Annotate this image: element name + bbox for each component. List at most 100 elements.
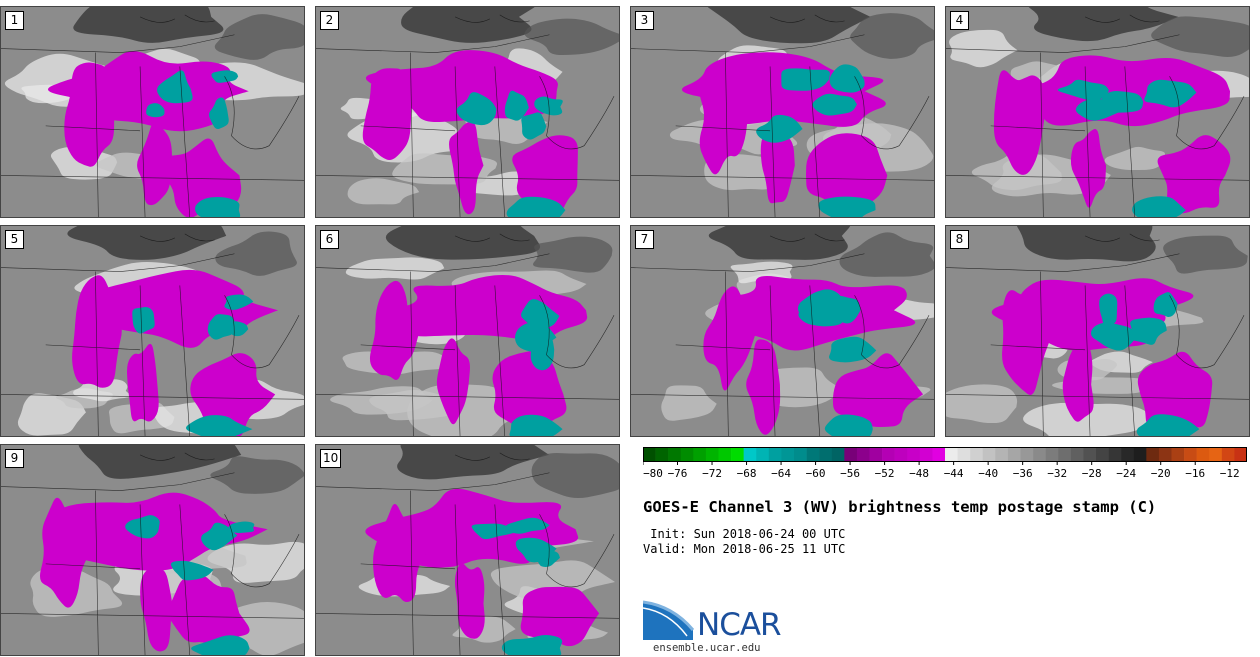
colorbar-tick-label: −44: [944, 467, 964, 480]
great-lakes-coastline: [539, 514, 615, 588]
figure-title: GOES-E Channel 3 (WV) brightness temp po…: [643, 498, 1157, 516]
colorbar-bin: [756, 447, 770, 461]
dry-air-region: [78, 445, 242, 479]
colorbar-bin: [1033, 447, 1046, 461]
panel-number: 7: [635, 230, 654, 249]
colorbar-tick-label: −56: [840, 467, 860, 480]
dry-air-region: [73, 7, 224, 43]
cold-cloud-tops: [534, 96, 563, 116]
colorbar-border: [643, 447, 1247, 462]
convective-cloud-band: [520, 586, 600, 647]
dry-air-region: [524, 18, 619, 56]
dry-air-region: [214, 14, 304, 60]
colorbar-bin: [1083, 447, 1097, 461]
colorbar-bin: [1146, 447, 1160, 461]
convective-cloud-band: [1157, 135, 1231, 214]
ncar-logo-text: NCAR: [697, 607, 782, 643]
cold-cloud-tops: [471, 523, 521, 540]
ensemble-panel: 2: [315, 6, 620, 218]
moist-air-region: [347, 178, 420, 205]
ensemble-panel: 7: [630, 225, 935, 437]
water-vapor-map: [631, 226, 934, 436]
convective-cloud-band: [137, 121, 173, 206]
convective-cloud-band: [436, 338, 470, 425]
colorbar-bin: [869, 447, 883, 461]
us-canada-border: [1, 472, 235, 491]
great-lakes-coastline: [854, 295, 930, 369]
great-lakes-coastline: [224, 514, 300, 588]
cold-cloud-tops: [829, 64, 865, 93]
colorbar-bin: [768, 447, 782, 461]
great-lakes-coastline: [1169, 295, 1245, 369]
canada-lakes: [139, 452, 215, 461]
great-lakes-coastline: [224, 76, 300, 150]
us-canada-border: [631, 253, 865, 272]
dry-air-region: [1151, 16, 1249, 57]
colorbar-bin: [655, 447, 669, 461]
convective-cloud-band: [512, 135, 578, 217]
colorbar-bin: [1234, 447, 1247, 461]
moist-air-region: [946, 384, 1018, 424]
colorbar-bin: [1096, 447, 1109, 461]
colorbar-tick-label: −20: [1151, 467, 1171, 480]
political-boundaries: [1, 452, 304, 655]
convective-cloud-band: [72, 275, 123, 388]
canada-lakes: [1084, 14, 1160, 23]
political-boundaries: [631, 14, 934, 217]
moist-air-region: [1010, 61, 1064, 84]
ensemble-panel: 1: [0, 6, 305, 218]
ensemble-panel: 5: [0, 225, 305, 437]
init-time: Init: Sun 2018-06-24 00 UTC: [643, 527, 846, 541]
panel-number: 3: [635, 11, 654, 30]
colorbar-tick-label: −64: [771, 467, 791, 480]
canada-lakes: [769, 233, 845, 242]
colorbar-bin: [718, 447, 732, 461]
convective-cloud-band: [805, 133, 888, 216]
colorbar-bin: [743, 447, 757, 461]
water-vapor-map: [1, 7, 304, 217]
cold-cloud-tops: [209, 97, 229, 130]
colorbar-bin: [844, 447, 858, 461]
panel-number: 2: [320, 11, 339, 30]
us-canada-border: [1, 253, 235, 272]
dry-air-region: [531, 453, 619, 499]
great-lakes-coastline: [539, 76, 615, 150]
valid-time: Valid: Mon 2018-06-25 11 UTC: [643, 542, 846, 556]
cold-cloud-tops: [818, 196, 876, 217]
cold-cloud-tops: [170, 560, 214, 581]
colorbar-tick-label: −72: [702, 467, 722, 480]
ensemble-panel: 3: [630, 6, 935, 218]
panel-number: 10: [320, 449, 342, 468]
water-vapor-map: [316, 445, 619, 655]
colorbar-bin: [806, 447, 820, 461]
convective-cloud-band: [703, 286, 756, 391]
ensemble-panel: 6: [315, 225, 620, 437]
colorbar-bin: [819, 447, 833, 461]
colorbar-bin: [945, 447, 958, 461]
colorbar-tick-label: −68: [737, 467, 757, 480]
colorbar-bin: [794, 447, 807, 461]
cold-cloud-tops: [157, 70, 193, 104]
water-vapor-map: [631, 7, 934, 217]
dry-air-region: [708, 226, 851, 260]
cold-cloud-tops: [1075, 98, 1123, 121]
cold-cloud-tops: [521, 299, 560, 330]
convective-cloud-band: [168, 574, 250, 651]
state-boundaries: [316, 271, 619, 436]
colorbar-bin: [882, 447, 895, 461]
us-canada-border: [316, 253, 550, 272]
dry-air-region: [1163, 235, 1248, 274]
us-canada-border: [631, 34, 865, 53]
colorbar-bin: [970, 447, 984, 461]
cold-cloud-tops: [521, 112, 547, 140]
colorbar-tick-label: −60: [806, 467, 826, 480]
colorbar-bin: [932, 447, 946, 461]
colorbar-bin: [919, 447, 933, 461]
moist-air-region: [345, 257, 445, 280]
water-vapor-map: [316, 226, 619, 436]
cold-cloud-tops: [191, 635, 250, 655]
dry-air-region: [67, 226, 227, 260]
convective-cloud-band: [993, 70, 1046, 175]
colorbar-bin: [1221, 447, 1235, 461]
colorbar-tick-label: −28: [1082, 467, 1102, 480]
